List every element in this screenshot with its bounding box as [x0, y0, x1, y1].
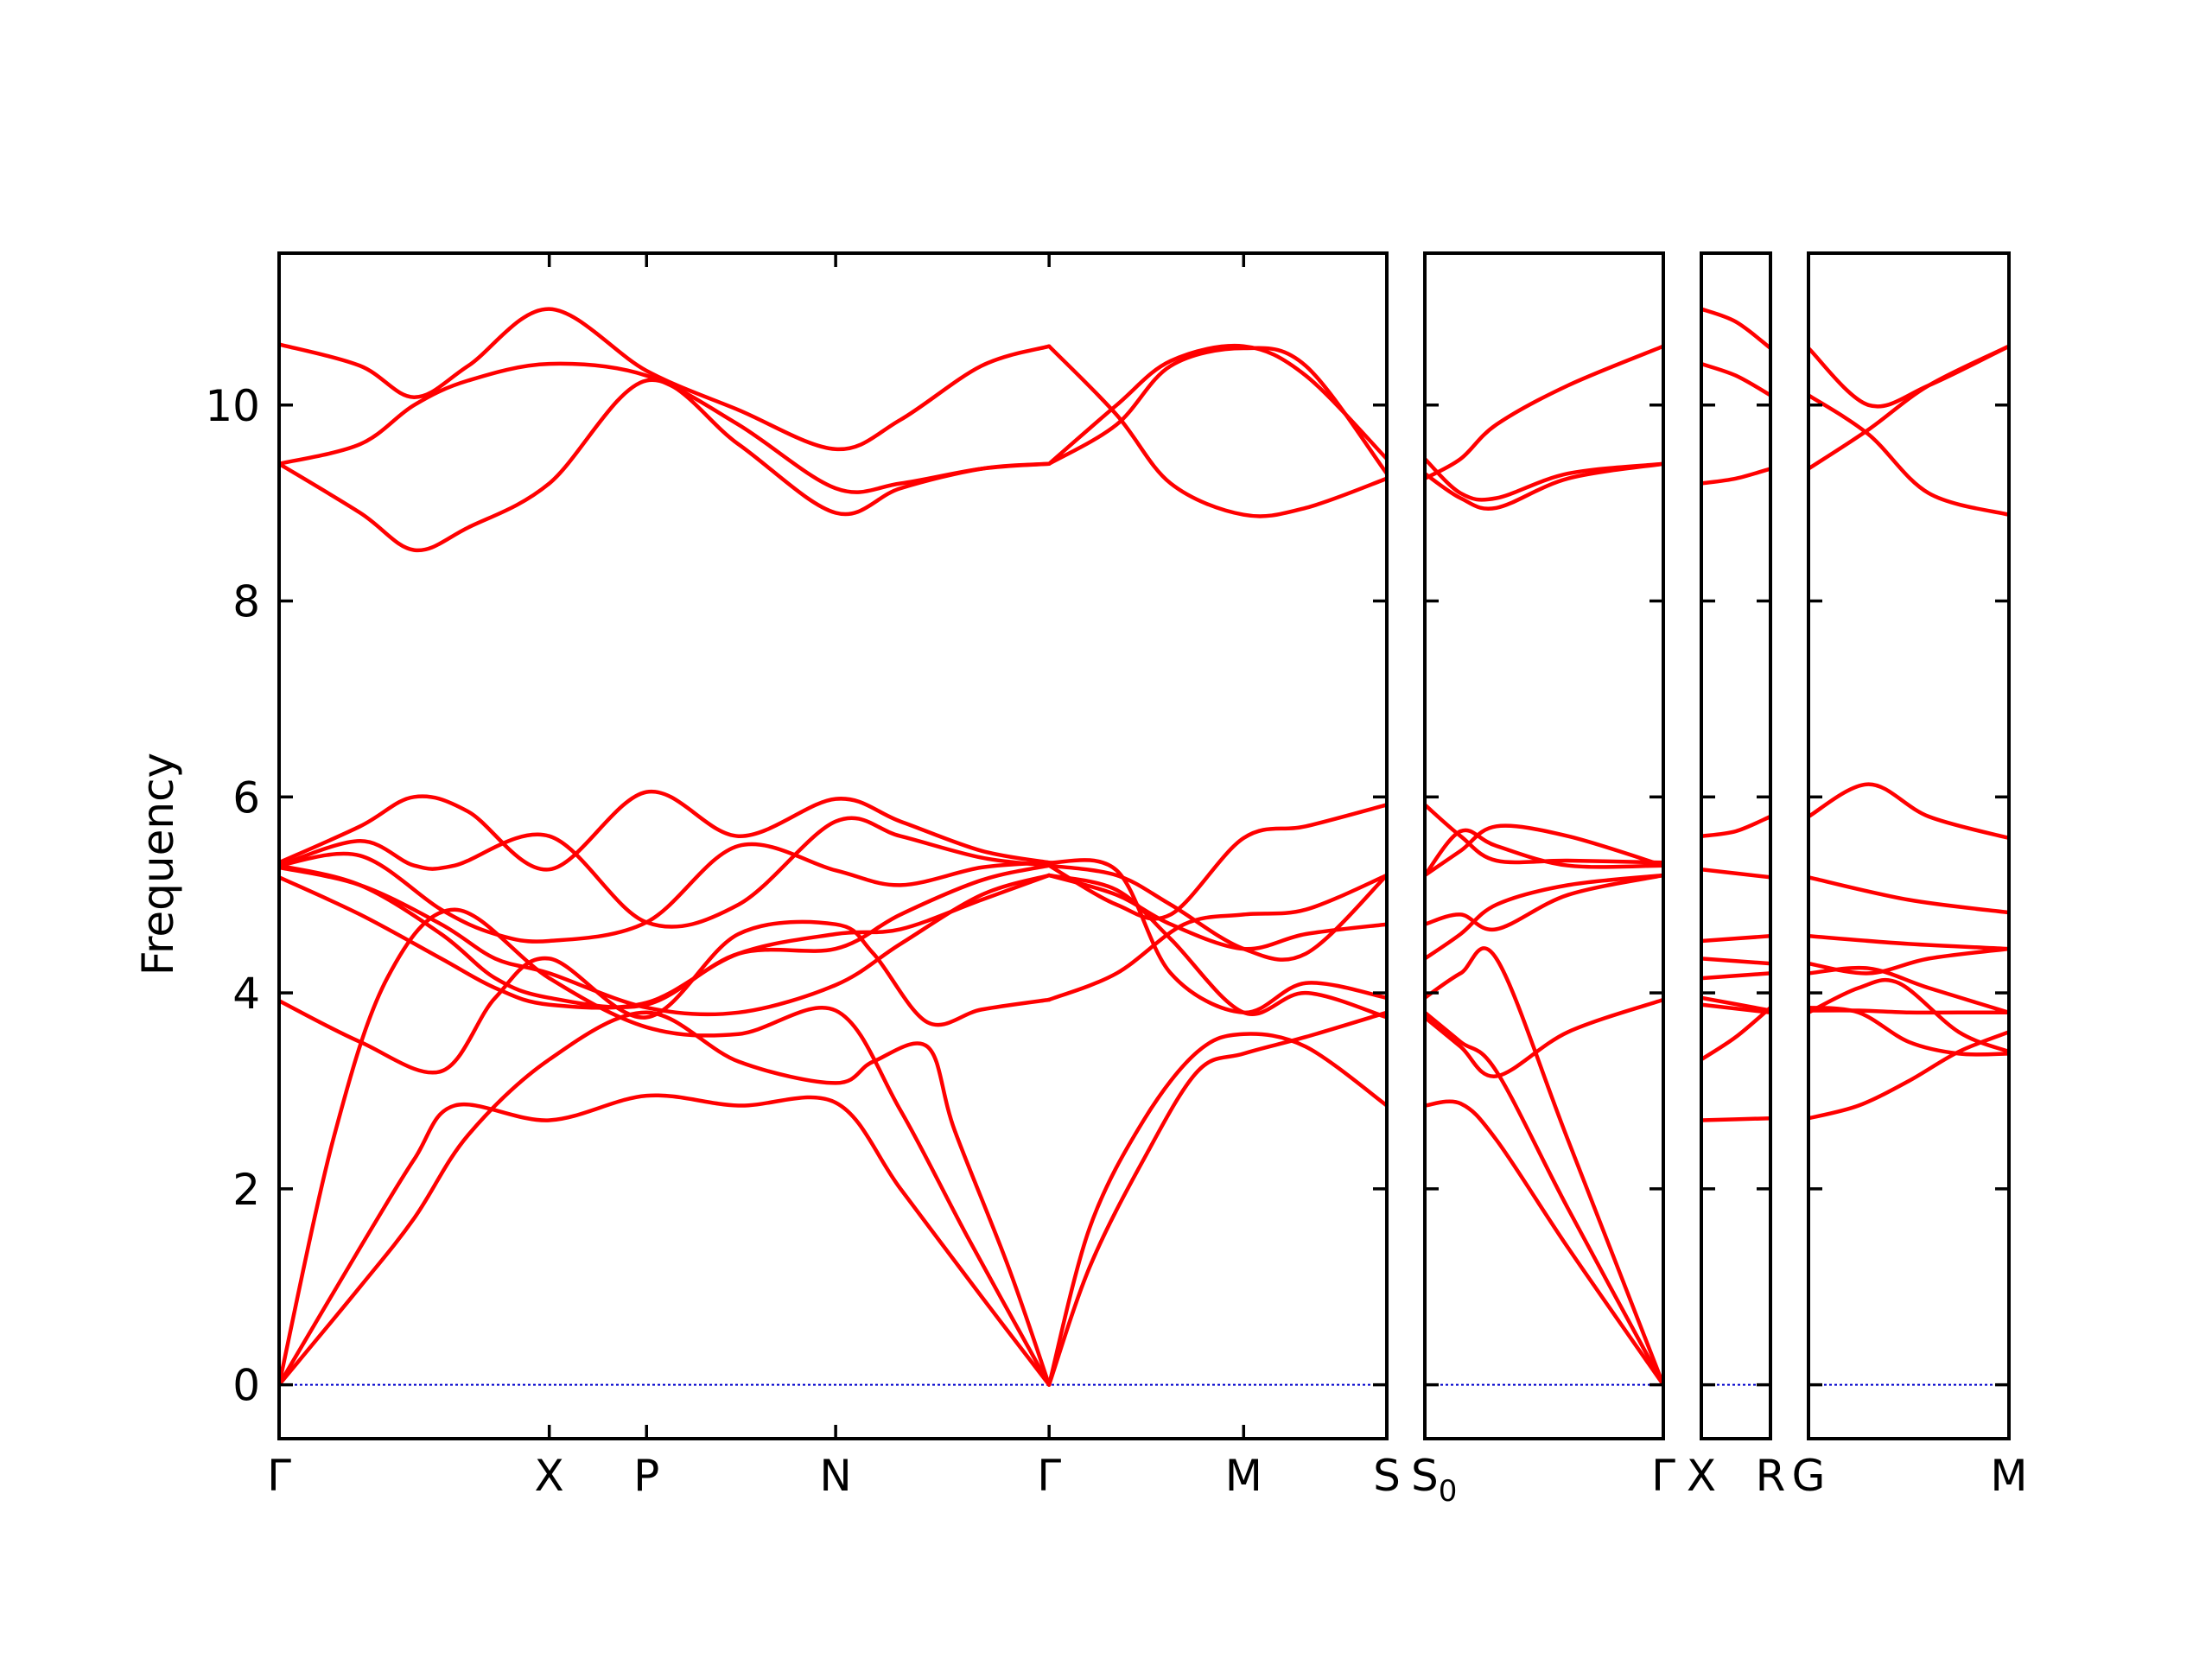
bands: [1701, 307, 1770, 1122]
band-line-4: [1701, 995, 1770, 1013]
panel-2: S0 Γ: [1411, 251, 1675, 1509]
band-line-8: [1808, 875, 2009, 915]
band-line-7: [1701, 934, 1770, 944]
x-tick-label: G: [1792, 1451, 1826, 1501]
bands: [279, 307, 1387, 1387]
band-line-10: [1808, 344, 2009, 471]
x-tick-label: S0: [1411, 1451, 1457, 1509]
band-line-5: [1701, 971, 1770, 981]
band-line-11: [1425, 456, 1663, 502]
y-tick-label: 4: [232, 969, 260, 1019]
band-line-11: [1808, 393, 2009, 517]
band-line-12: [1425, 344, 1663, 481]
x-tick-label: Γ: [1651, 1451, 1675, 1501]
band-line-6: [1701, 957, 1770, 966]
bands: [1425, 344, 1663, 1387]
band-line-13: [279, 307, 1052, 452]
band-line-5: [1425, 828, 1663, 878]
band-line-9: [1808, 782, 2009, 841]
band-line-8: [279, 842, 1052, 944]
band-line-8: [1425, 873, 1663, 961]
band-line-11: [1701, 361, 1770, 397]
panel-frame: [1807, 251, 2011, 1440]
band-line-16: [1046, 873, 1387, 1002]
band-line-9: [1701, 814, 1770, 838]
band-line-1: [1425, 1099, 1663, 1387]
x-tick-label: P: [633, 1451, 659, 1501]
band-line-8: [1701, 867, 1770, 880]
band-line-10: [279, 789, 1052, 872]
band-line-7: [1808, 934, 2009, 951]
panel-frame: [1423, 251, 1665, 1440]
band-line-22: [1046, 346, 1387, 476]
panel-frame: [1700, 251, 1772, 1440]
band-line-3: [1425, 946, 1663, 1387]
band-line-9: [1425, 997, 1663, 1078]
band-line-14: [1046, 1010, 1387, 1387]
y-tick-label: 8: [232, 577, 260, 627]
band-line-7: [1425, 823, 1663, 878]
x-tick-label: X: [535, 1451, 564, 1501]
band-line-10: [1701, 467, 1770, 486]
panel-frame: [277, 251, 1389, 1440]
x-tick-label: N: [819, 1451, 851, 1501]
band-line-6: [1425, 803, 1663, 865]
band-line-18: [1046, 873, 1387, 1020]
band-line-19: [1046, 863, 1387, 962]
band-line-24: [1046, 344, 1387, 518]
x-tick-label: M: [1990, 1451, 2027, 1501]
band-line-11: [279, 378, 1052, 553]
band-line-12: [279, 361, 1052, 494]
band-line-1: [279, 1093, 1052, 1387]
band-line-2: [1808, 977, 2009, 1054]
band-line-3: [1701, 1002, 1770, 1015]
y-axis-label: Frequency: [133, 753, 183, 976]
band-line-1: [1808, 1030, 2009, 1121]
band-line-4: [1808, 1008, 2009, 1015]
band-line-2: [1701, 1005, 1770, 1062]
band-line-6: [1808, 946, 2009, 976]
band-line-3: [1808, 1005, 2009, 1057]
band-line-4: [1425, 873, 1663, 932]
band-line-21: [1046, 803, 1387, 921]
band-line-10: [1425, 461, 1663, 511]
x-tick-label: R: [1756, 1451, 1786, 1501]
band-line-12: [1808, 344, 2009, 409]
band-line-1: [1701, 1116, 1770, 1122]
x-tick-label: M: [1225, 1451, 1262, 1501]
band-line-9: [279, 816, 1052, 929]
y-tick-label: 0: [232, 1361, 260, 1411]
band-line-6: [279, 865, 1052, 1017]
band-line-3: [279, 907, 1052, 1387]
band-line-2: [279, 1010, 1052, 1387]
y-tick-label: 6: [232, 772, 260, 823]
x-tick-label: Γ: [267, 1451, 291, 1501]
band-line-12: [1701, 307, 1770, 351]
band-line-5: [279, 873, 1052, 1010]
panel-1: 0 2 4 6 8 10 Γ X P N Γ M S: [205, 251, 1401, 1501]
band-line-7: [279, 863, 1052, 1010]
band-line-15: [1046, 1032, 1387, 1387]
x-tick-label: X: [1687, 1451, 1716, 1501]
x-tick-label: Γ: [1037, 1451, 1061, 1501]
band-line-23: [1046, 343, 1387, 467]
x-tick-label: S: [1373, 1451, 1401, 1501]
y-tick-label: 2: [232, 1165, 260, 1215]
band-line-20: [1046, 858, 1387, 1015]
bands: [1808, 344, 2009, 1121]
band-line-2: [1425, 1010, 1663, 1387]
y-tick-label: 10: [205, 381, 260, 431]
band-line-17: [1046, 873, 1387, 951]
